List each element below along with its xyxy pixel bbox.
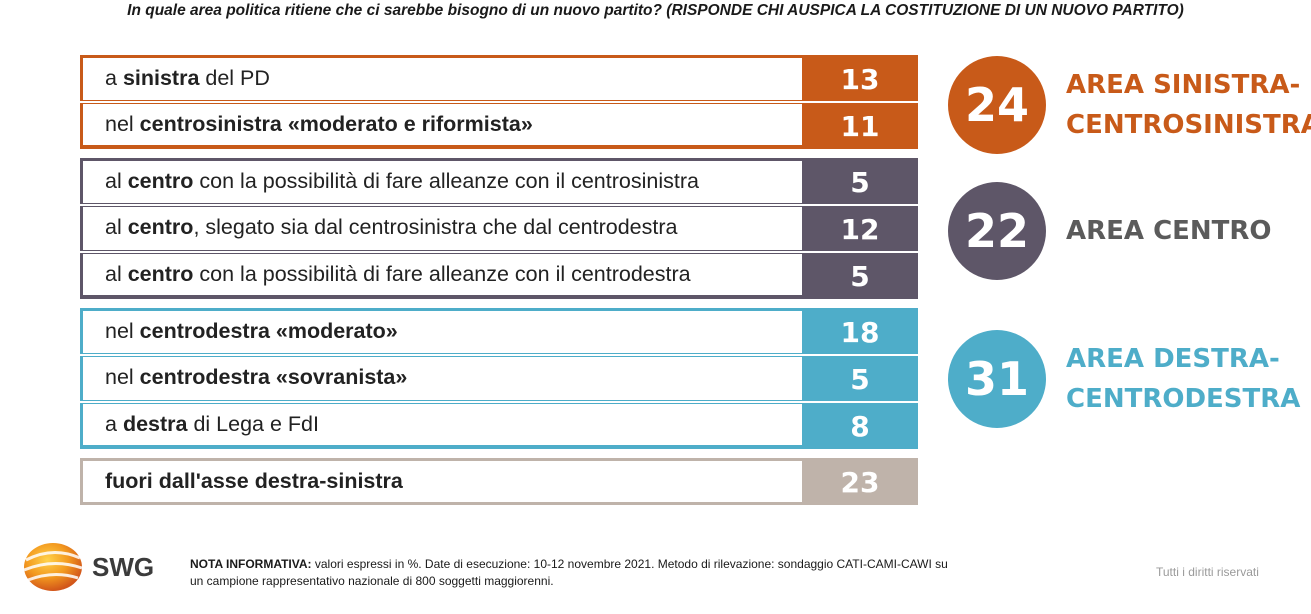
row-label: fuori dall'asse destra-sinistra: [83, 461, 802, 502]
table-row: nel centrodestra «moderato» 18: [80, 308, 918, 355]
table-row: al centro, slegato sia dal centrosinistr…: [80, 205, 918, 252]
group-centro: al centro con la possibilità di fare all…: [80, 158, 918, 299]
area-label-line: AREA SINISTRA-: [1066, 70, 1301, 100]
area-label-centro: AREA CENTRO: [1066, 211, 1272, 251]
row-label-text: nel: [105, 319, 140, 343]
area-label-line: CENTRODESTRA: [1066, 384, 1301, 414]
note-label: NOTA INFORMATIVA:: [190, 557, 312, 571]
table-row: nel centrodestra «sovranista» 5: [80, 355, 918, 402]
note-line-2: un campione rappresentativo nazionale di…: [190, 574, 554, 588]
row-value: 5: [850, 363, 870, 396]
row-value: 13: [840, 63, 880, 96]
area-label-line: CENTROSINISTRA: [1066, 110, 1311, 140]
row-value: 23: [840, 466, 880, 499]
table-row: a destra di Lega e FdI 8: [80, 402, 918, 449]
row-label-text: al: [105, 169, 128, 193]
chart-title: In quale area politica ritiene che ci sa…: [127, 2, 1184, 19]
table-row: nel centrosinistra «moderato e riformist…: [80, 102, 918, 149]
row-label-bold: centro: [127, 169, 194, 193]
row-divider: [80, 401, 918, 403]
row-value: 11: [840, 110, 880, 143]
area-total-destra: 31: [948, 330, 1046, 428]
row-label-bold: centrosinistra «moderato e riformista»: [139, 112, 533, 136]
row-label: nel centrodestra «moderato»: [83, 311, 802, 353]
row-label-text: a: [105, 412, 123, 436]
row-label-bold: centro: [127, 262, 194, 286]
row-label-text: al: [105, 215, 128, 239]
row-label-text: di Lega e FdI: [187, 412, 319, 436]
row-label-bold: centrodestra «sovranista»: [139, 365, 408, 389]
row-label: nel centrodestra «sovranista»: [83, 357, 802, 400]
row-label-text: con la possibilità di fare alleanze con …: [193, 262, 691, 286]
row-value: 5: [850, 166, 870, 199]
row-label-bold: fuori dall'asse destra-sinistra: [105, 469, 403, 493]
area-label-sinistra: AREA SINISTRA- CENTROSINISTRA: [1066, 65, 1311, 145]
group-fuori: fuori dall'asse destra-sinistra 23: [80, 458, 918, 505]
row-value: 18: [840, 316, 880, 349]
area-label-destra: AREA DESTRA- CENTRODESTRA: [1066, 339, 1300, 419]
row-value: 8: [850, 410, 870, 443]
note-line-1: valori espressi in %. Date di esecuzione…: [311, 557, 948, 571]
row-label: a sinistra del PD: [83, 58, 802, 100]
row-divider: [80, 354, 918, 356]
row-label-text: al: [105, 262, 128, 286]
footnote: NOTA INFORMATIVA: valori espressi in %. …: [190, 556, 1070, 590]
logo-text: SWG: [92, 552, 154, 582]
table-row: fuori dall'asse destra-sinistra 23: [80, 458, 918, 505]
row-label-text: , slegato sia dal centrosinistra che dal…: [193, 215, 678, 239]
group-destra: nel centrodestra «moderato» 18 nel centrod…: [80, 308, 918, 449]
row-divider: [80, 204, 918, 206]
area-label-line: AREA DESTRA-: [1066, 344, 1280, 374]
row-label-bold: centrodestra «moderato»: [139, 319, 398, 343]
row-divider: [80, 251, 918, 253]
row-label-text: nel: [105, 112, 140, 136]
row-divider: [80, 101, 918, 103]
row-label-text: del PD: [199, 66, 270, 90]
table-row: al centro con la possibilità di fare all…: [80, 252, 918, 299]
row-label-bold: centro: [127, 215, 194, 239]
row-value: 5: [850, 260, 870, 293]
row-label-text: con la possibilità di fare alleanze con …: [193, 169, 699, 193]
row-label-bold: destra: [122, 412, 188, 436]
row-label-text: a: [105, 66, 123, 90]
row-label: nel centrosinistra «moderato e riformist…: [83, 104, 802, 145]
group-sinistra: a sinistra del PD 13 nel centrosinistra «m…: [80, 55, 918, 149]
area-total-sinistra: 24: [948, 56, 1046, 154]
row-value: 12: [840, 213, 880, 246]
globe-icon: SWG: [23, 543, 154, 591]
row-label: al centro con la possibilità di fare all…: [83, 254, 802, 295]
table-row: al centro con la possibilità di fare all…: [80, 158, 918, 205]
row-label: al centro con la possibilità di fare all…: [83, 161, 802, 203]
table-row: a sinistra del PD 13: [80, 55, 918, 102]
row-label-text: nel: [105, 365, 140, 389]
row-label: a destra di Lega e FdI: [83, 404, 802, 445]
rights-notice: Tutti i diritti riservati: [1156, 565, 1259, 579]
area-label-line: AREA CENTRO: [1066, 216, 1272, 246]
area-total-centro: 22: [948, 182, 1046, 280]
row-label-bold: sinistra: [122, 66, 200, 90]
swg-logo: SWG: [18, 538, 168, 596]
row-label: al centro, slegato sia dal centrosinistr…: [83, 207, 802, 250]
